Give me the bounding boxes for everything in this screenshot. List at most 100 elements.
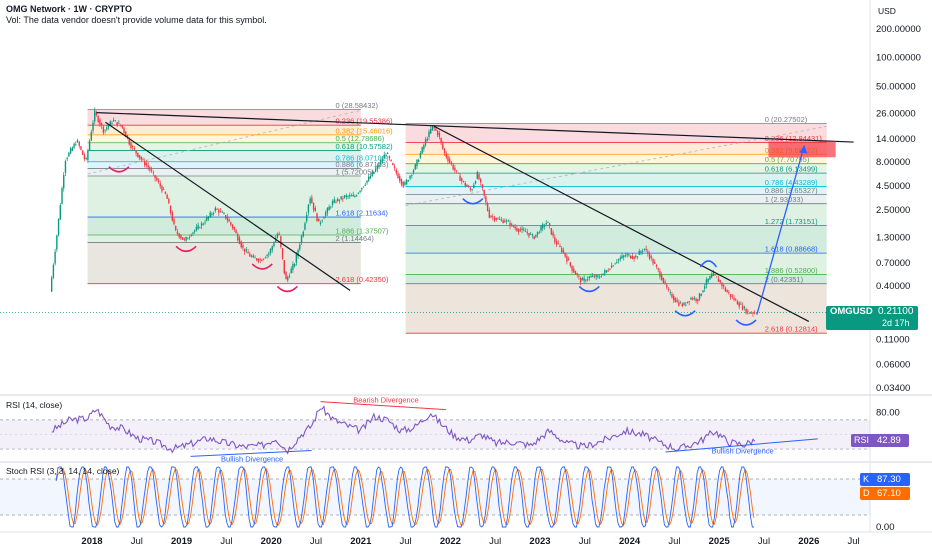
candle-body — [66, 157, 68, 160]
candle-body — [52, 264, 55, 278]
fib-zone — [405, 203, 827, 226]
candle-body — [61, 187, 63, 204]
candle-body — [278, 233, 280, 235]
candle-body — [323, 217, 325, 219]
candle-body — [57, 218, 60, 235]
price-tick-label: 1.30000 — [876, 232, 910, 243]
candle-body — [476, 171, 478, 179]
candle-body — [450, 161, 453, 165]
candle-body — [505, 220, 508, 222]
fib-level-label: 1.618 (0.88668) — [765, 245, 818, 254]
fib-zone — [87, 125, 361, 135]
candle-body — [567, 259, 570, 261]
candle-body — [411, 175, 413, 176]
candle-body — [407, 180, 410, 182]
stoch-k-line — [55, 466, 754, 528]
time-axis[interactable]: 2018 Jul 2019 Jul 2020 Jul 2021 Jul 2022 Jul 2023 J… — [81, 536, 859, 547]
fib-level-label: 2.618 (0.12814) — [765, 325, 818, 334]
candle-body — [342, 198, 344, 200]
candle-body — [235, 230, 237, 234]
fib-zone — [87, 234, 361, 243]
stoch-d-line — [55, 467, 755, 527]
candle-body — [443, 148, 446, 154]
rsi-badge: RSI 42.89 — [851, 434, 909, 447]
candle-body — [635, 255, 637, 258]
rsi-title: RSI (14, close) — [6, 400, 63, 410]
candle-body — [738, 302, 740, 307]
candle-body — [628, 254, 630, 256]
candle-body — [621, 255, 623, 259]
candle-body — [81, 150, 84, 155]
fib-level-label: 0.786 (4.43289) — [765, 178, 818, 187]
candle-body — [299, 244, 301, 250]
candle-body — [145, 163, 148, 166]
candle-body — [705, 279, 708, 286]
candle-body — [150, 169, 153, 172]
candle-body — [400, 179, 403, 185]
candle-body — [118, 122, 120, 124]
candle-body — [111, 122, 113, 124]
candle-body — [283, 260, 285, 274]
candle-body — [600, 276, 603, 278]
price-tick-label: 50.00000 — [876, 81, 916, 92]
candle-body — [228, 219, 230, 222]
candle-body — [486, 203, 489, 211]
candle-body — [56, 235, 58, 250]
candle-body — [605, 270, 608, 273]
candle-body — [395, 169, 397, 174]
candle-body — [97, 116, 99, 123]
time-tick-label: Jul — [400, 536, 412, 547]
candle-body — [647, 251, 649, 254]
candle-body — [161, 186, 163, 192]
candle-body — [185, 236, 187, 241]
candle-body — [750, 312, 752, 314]
candle-body — [683, 302, 685, 305]
rsi-badge-label: RSI — [854, 435, 870, 445]
candle-body — [206, 217, 208, 221]
trendline — [96, 111, 854, 143]
candle-body — [223, 213, 225, 214]
price-tick-label: 100.00000 — [876, 53, 921, 64]
candle-body — [493, 217, 496, 221]
candle-body — [598, 276, 601, 278]
candle-body — [152, 172, 155, 174]
candle-body — [95, 112, 98, 115]
price-pane[interactable]: 0 (28.58432) 0.236 (19.55386)0.382 (15.46… — [0, 0, 932, 533]
symbol-title: OMG Network · 1W · CRYPTO — [6, 4, 133, 14]
candle-body — [640, 251, 642, 254]
candle-body — [233, 227, 236, 230]
candle-body — [480, 179, 482, 183]
candle-body — [519, 229, 522, 231]
candle-body — [595, 274, 597, 277]
candle-body — [211, 213, 213, 215]
candle-body — [698, 293, 701, 300]
candle-body — [171, 212, 173, 221]
candle-body — [514, 226, 516, 229]
candle-body — [676, 300, 678, 302]
candle-body — [59, 205, 61, 220]
candle-body — [256, 258, 258, 261]
candle-body — [254, 257, 256, 259]
candle-body — [702, 290, 704, 293]
stoch-rsi-pane[interactable]: 80.000.00 — [0, 466, 900, 533]
candle-body — [542, 224, 544, 229]
candle-body — [180, 235, 182, 239]
candle-body — [168, 199, 170, 204]
candle-body — [130, 142, 132, 149]
candle-body — [721, 282, 723, 287]
candle-body — [686, 301, 689, 304]
candle-body — [678, 302, 680, 306]
candle-body — [131, 145, 134, 147]
price-tick-label: 4.50000 — [876, 181, 910, 192]
stoch-k-label: K — [863, 474, 870, 484]
candle-body — [638, 250, 640, 255]
candle-body — [666, 285, 668, 288]
candle-body — [564, 252, 566, 257]
candle-body — [716, 276, 718, 278]
candle-body — [330, 206, 332, 208]
candle-body — [250, 255, 253, 257]
candle-body — [426, 138, 429, 141]
projection-arrow-head — [799, 145, 808, 154]
